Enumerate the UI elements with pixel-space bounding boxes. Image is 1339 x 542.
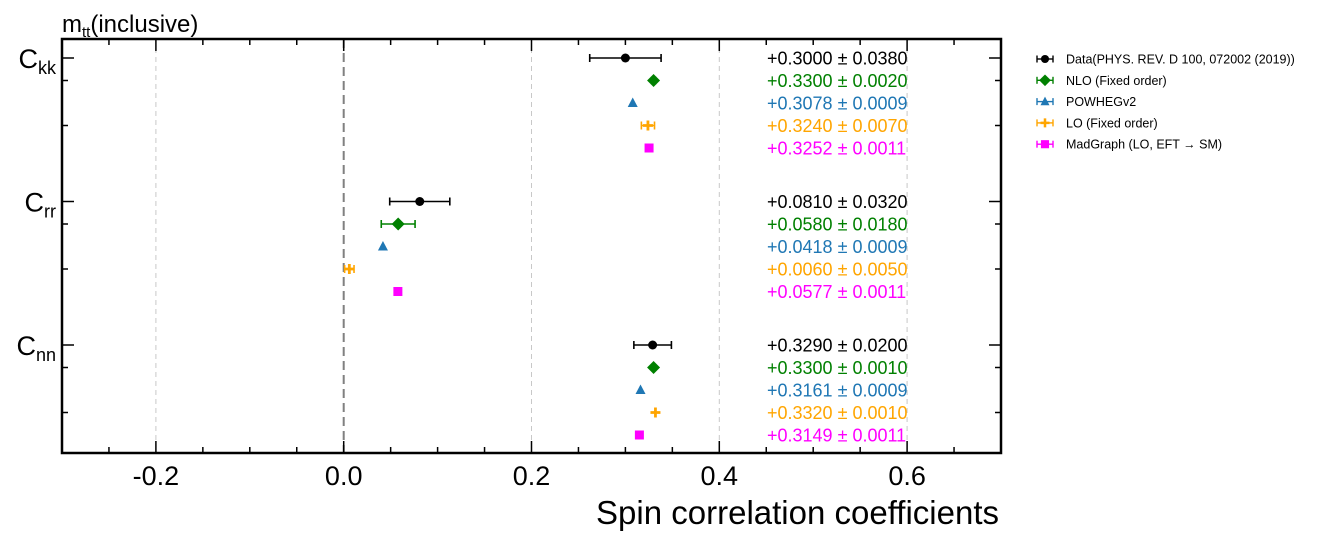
data-point-diamond: [647, 361, 661, 374]
coefficient-subscript: rr: [44, 202, 56, 222]
value-label: +0.3240 ± 0.0070: [767, 116, 908, 136]
value-label: +0.3149 ± 0.0011: [767, 426, 906, 446]
data-point-square: [634, 430, 644, 440]
title-suffix: (inclusive): [90, 11, 198, 38]
value-label: +0.0810 ± 0.0320: [767, 192, 908, 212]
x-tick-label: 0.2: [513, 461, 551, 491]
value-label: +0.3252 ± 0.0011: [767, 139, 906, 159]
marks-layer: [343, 53, 673, 440]
coefficient-main: C: [19, 44, 39, 74]
data-point-triangle: [627, 97, 638, 107]
data-point-circle: [620, 53, 630, 63]
value-label: +0.0580 ± 0.0180: [767, 215, 908, 235]
legend-item: LO (Fixed order): [1036, 116, 1158, 130]
x-axis-title: Spin correlation coefficients: [596, 494, 999, 531]
coefficient-main: C: [25, 188, 45, 218]
data-point-plus: [650, 407, 661, 418]
legend-item: MadGraph (LO, EFT → SM): [1036, 138, 1222, 152]
data-point-circle: [415, 197, 425, 206]
x-tick-label: 0.0: [325, 461, 363, 491]
legend-label: NLO (Fixed order): [1066, 74, 1167, 88]
value-labels: +0.3000 ± 0.0380 +0.0810 ± 0.0320 +0.3290 …: [767, 49, 908, 446]
legend: Data(PHYS. REV. D 100, 072002 (2019)) NLO…: [1036, 53, 1295, 152]
grid-layer: [155, 39, 908, 453]
value-label: +0.3320 ± 0.0010: [767, 403, 908, 423]
legend-marker-circle: [1040, 54, 1050, 64]
legend-marker-triangle: [1040, 96, 1050, 106]
value-label: +0.0060 ± 0.0050: [767, 260, 908, 280]
legend-label: Data(PHYS. REV. D 100, 072002 (2019)): [1066, 53, 1295, 67]
legend-label: POWHEGv2: [1066, 95, 1136, 109]
x-tick-label: 0.4: [701, 461, 739, 491]
legend-marker-square: [1040, 140, 1050, 149]
data-point-plus: [344, 264, 355, 274]
x-tick-labels: -0.2 0.0 0.2 0.4 0.6: [133, 461, 926, 491]
data-point-circle: [648, 340, 658, 350]
data-point-plus: [642, 120, 653, 131]
x-tick-label: 0.6: [888, 461, 926, 491]
legend-label: LO (Fixed order): [1066, 116, 1158, 130]
coefficient-subscript: nn: [36, 345, 56, 365]
legend-item: NLO (Fixed order): [1036, 74, 1167, 88]
coefficient-main: C: [16, 331, 36, 361]
data-point-square: [644, 143, 654, 153]
legend-item: POWHEGv2: [1036, 95, 1136, 109]
value-label: +0.0577 ± 0.0011: [767, 282, 906, 302]
data-point-triangle: [635, 384, 646, 394]
coefficient-label-rr: Crr: [25, 188, 57, 222]
value-label: +0.0418 ± 0.0009: [767, 237, 908, 257]
x-tick-label: -0.2: [133, 461, 180, 491]
legend-item: Data(PHYS. REV. D 100, 072002 (2019)): [1036, 53, 1295, 67]
data-point-triangle: [377, 241, 388, 251]
legend-marker-plus: [1040, 118, 1050, 128]
value-label: +0.3161 ± 0.0009: [767, 381, 908, 401]
value-label: +0.3300 ± 0.0020: [767, 71, 908, 91]
data-point-diamond: [391, 217, 405, 231]
data-point-square: [393, 287, 403, 296]
plot-frame: [60, 37, 1003, 455]
coefficient-subscript: kk: [38, 58, 57, 78]
value-label: +0.3000 ± 0.0380: [767, 49, 908, 69]
title-main: m: [62, 11, 82, 38]
legend-label: MadGraph (LO, EFT → SM): [1066, 138, 1222, 152]
coefficient-label-nn: Cnn: [16, 331, 56, 365]
value-label: +0.3290 ± 0.0200: [767, 336, 908, 356]
legend-marker-diamond: [1039, 74, 1051, 87]
data-point-diamond: [647, 74, 661, 87]
chart-title: mtt(inclusive): [62, 11, 198, 41]
title-subscript: tt: [82, 24, 91, 41]
value-label: +0.3300 ± 0.0010: [767, 358, 908, 378]
value-label: +0.3078 ± 0.0009: [767, 94, 908, 114]
coefficient-label-kk: Ckk: [19, 44, 58, 78]
